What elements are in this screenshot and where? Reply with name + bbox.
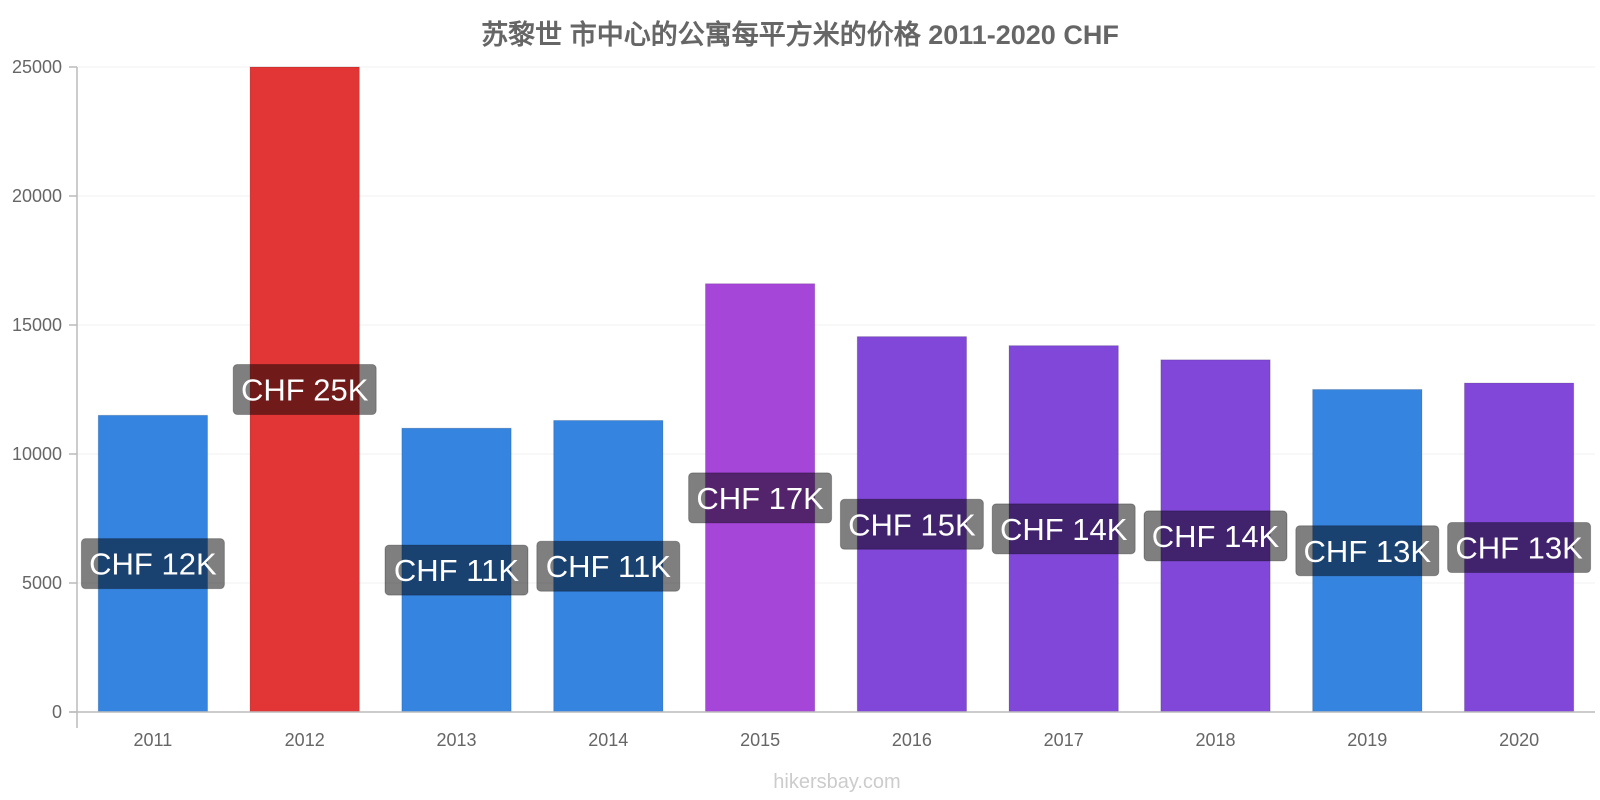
y-tick-label: 10000 xyxy=(12,444,62,464)
data-label: CHF 17K xyxy=(696,481,824,516)
data-label-box xyxy=(688,472,833,524)
y-axis-ticks: 0 5000 10000 15000 20000 25000 xyxy=(12,57,77,722)
x-axis-ticks: 2011 2012 2013 2014 2015 2016 2017 2018 2019 2020 xyxy=(134,730,1540,750)
x-tick-label: 2020 xyxy=(1499,730,1539,750)
x-tick-label: 2012 xyxy=(285,730,325,750)
data-label: CHF 25K xyxy=(241,373,369,408)
watermark: hikersbay.com xyxy=(773,771,900,793)
x-tick-label: 2019 xyxy=(1347,730,1387,750)
y-tick-label: 5000 xyxy=(22,573,62,593)
data-label-box xyxy=(1295,525,1440,577)
data-label: CHF 15K xyxy=(848,507,976,542)
data-label: CHF 11K xyxy=(546,549,672,584)
y-tick-label: 20000 xyxy=(12,186,62,206)
data-label: CHF 11K xyxy=(394,553,520,588)
x-tick-label: 2014 xyxy=(588,730,628,750)
data-label: CHF 13K xyxy=(1455,531,1583,566)
data-label-box xyxy=(1447,522,1592,574)
data-label: CHF 13K xyxy=(1304,534,1432,569)
data-label-box xyxy=(536,540,681,592)
data-label-box xyxy=(80,538,225,590)
x-tick-label: 2016 xyxy=(892,730,932,750)
x-tick-label: 2018 xyxy=(1195,730,1235,750)
data-label: CHF 12K xyxy=(89,547,217,582)
x-tick-label: 2013 xyxy=(436,730,476,750)
data-label: CHF 14K xyxy=(1152,519,1280,554)
data-label-box xyxy=(839,498,984,550)
data-label-box xyxy=(991,503,1136,555)
data-label-box xyxy=(384,544,529,596)
data-label-box xyxy=(232,364,377,415)
x-tick-label: 2015 xyxy=(740,730,780,750)
y-tick-label: 15000 xyxy=(12,315,62,335)
data-label: CHF 14K xyxy=(1000,512,1128,547)
x-tick-label: 2017 xyxy=(1044,730,1084,750)
chart-title: 苏黎世 市中心的公寓每平方米的价格 2011-2020 CHF xyxy=(481,19,1119,50)
x-tick-label: 2011 xyxy=(134,730,173,750)
y-tick-label: 0 xyxy=(52,702,62,722)
y-tick-label: 25000 xyxy=(12,57,62,77)
data-label-box xyxy=(1143,510,1288,562)
data-labels: CHF 12K CHF 25K CHF 11K CHF 11K CHF 17K CHF 1… xyxy=(80,364,1592,596)
